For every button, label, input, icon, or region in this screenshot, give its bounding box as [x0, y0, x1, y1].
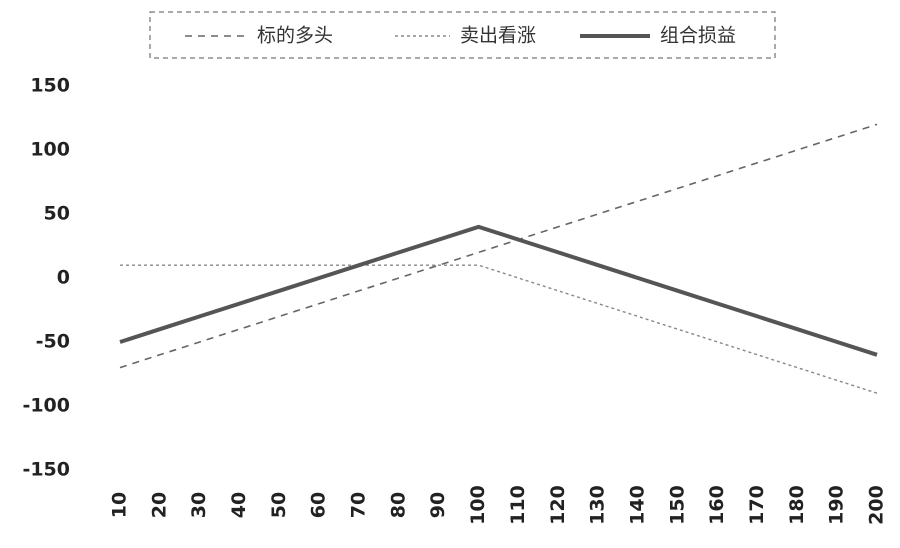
- x-tick-label: 170: [746, 485, 768, 525]
- legend-box: [149, 11, 776, 59]
- x-tick-label: 130: [587, 485, 609, 525]
- x-tick-label: 80: [387, 492, 409, 518]
- y-tick-label: 0: [57, 267, 70, 289]
- x-tick-label: 190: [826, 485, 848, 525]
- legend-label: 标的多头: [257, 25, 333, 47]
- x-tick-label: 100: [467, 485, 489, 525]
- y-tick-label: -50: [36, 331, 70, 353]
- y-tick-label: -150: [22, 459, 70, 481]
- y-tick-label: 50: [44, 203, 70, 225]
- legend-label: 组合损益: [660, 25, 736, 47]
- x-tick-label: 60: [308, 492, 330, 518]
- x-tick-label: 30: [188, 492, 210, 518]
- legend-label: 卖出看涨: [460, 25, 536, 47]
- x-tick-label: 160: [706, 485, 728, 525]
- x-tick-label: 180: [786, 485, 808, 525]
- series-line: [119, 123, 878, 369]
- x-tick-label: 200: [866, 485, 888, 525]
- series-line: [120, 264, 878, 394]
- x-tick-label: 40: [228, 492, 250, 518]
- x-tick-label: 50: [268, 492, 290, 518]
- x-tick-label: 110: [507, 485, 529, 525]
- x-tick-label: 140: [626, 485, 648, 525]
- y-tick-label: 100: [30, 139, 70, 161]
- x-tick-label: 150: [666, 485, 688, 525]
- y-tick-label: 150: [30, 75, 70, 97]
- x-tick-label: 70: [348, 492, 370, 518]
- y-tick-label: -100: [22, 395, 70, 417]
- x-tick-label: 90: [427, 492, 449, 518]
- x-tick-label: 120: [547, 485, 569, 525]
- x-tick-label: 20: [148, 492, 170, 518]
- x-tick-label: 10: [109, 492, 131, 518]
- series-line: [119, 224, 878, 357]
